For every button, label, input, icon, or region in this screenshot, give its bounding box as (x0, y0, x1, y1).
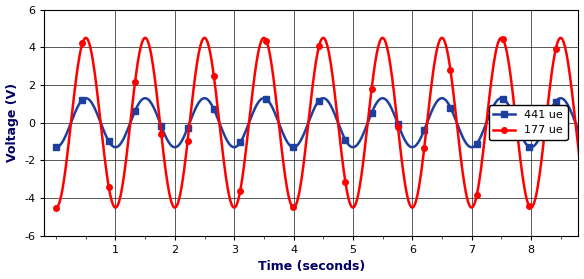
441 ue (578, 135, 584, 139)
441 ue (265, 100, 272, 103)
441 ue (414, 142, 421, 145)
Line: 177 ue: 177 ue (53, 35, 584, 210)
441 ue (472, 143, 479, 146)
177 ue (265, 46, 272, 50)
177 ue (106, 191, 113, 194)
441 ue (284, 141, 291, 144)
177 ue (472, 198, 479, 201)
441 ue (463, 142, 470, 145)
Y-axis label: Voltage (V): Voltage (V) (6, 83, 19, 162)
441 ue (106, 141, 113, 145)
177 ue (578, 171, 584, 174)
441 ue (319, 97, 326, 100)
441 ue (53, 146, 60, 149)
177 ue (284, 189, 291, 193)
Legend: 441 ue, 177 ue: 441 ue, 177 ue (489, 105, 568, 140)
X-axis label: Time (seconds): Time (seconds) (258, 260, 365, 273)
177 ue (463, 193, 470, 196)
Line: 441 ue: 441 ue (53, 95, 584, 150)
177 ue (414, 194, 421, 197)
177 ue (53, 206, 60, 209)
177 ue (319, 36, 326, 40)
